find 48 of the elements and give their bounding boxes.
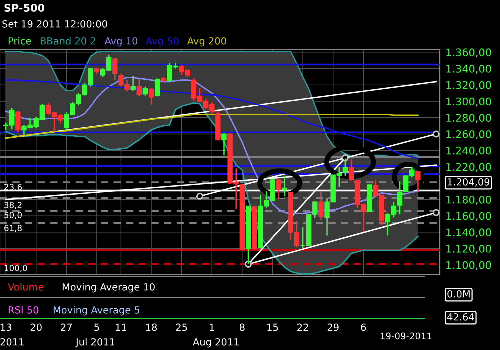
text: 2011 xyxy=(0,338,24,346)
text: 19-09-2011 xyxy=(380,332,432,340)
chart-title: SP-500 xyxy=(4,4,45,12)
x-tick-label: 5 xyxy=(94,324,100,332)
text: Moving Average 5 xyxy=(54,306,140,316)
y-tick-label: 1.300,00 xyxy=(446,98,492,107)
x-tick-label: 29 xyxy=(328,324,339,332)
text: Jul 2011 xyxy=(75,338,115,348)
annotation: 61,8 xyxy=(4,225,22,232)
text: 1.204,09 xyxy=(448,178,490,187)
text: Avg 50 xyxy=(146,37,179,47)
y-tick-label: 1.100,00 xyxy=(446,261,492,270)
annotation: 38,2 xyxy=(4,202,22,210)
x-tick-label: 18 xyxy=(146,324,158,332)
text: Volume xyxy=(8,283,44,291)
y-tick-label: 1.160,00 xyxy=(446,212,492,222)
y-tick-label: 1.340,00 xyxy=(446,65,492,74)
y-tick-label: 1.320,00 xyxy=(446,81,492,90)
chart-subtitle: Set 19 2011 12:00:00 xyxy=(2,20,108,28)
y-tick-label: 1.240,00 xyxy=(446,146,492,156)
text: Avg 200 xyxy=(187,37,226,47)
series-label: BBand 20 2 xyxy=(40,37,96,45)
y-tick-label: 1.360,00 xyxy=(446,48,492,58)
text: Aug 2011 xyxy=(193,338,239,348)
y-tick-label: 1.180,00 xyxy=(446,196,492,205)
annotation: 50,0 xyxy=(4,212,22,220)
annotation: 100,0 xyxy=(4,265,28,272)
x-tick-label: 20 xyxy=(30,324,42,332)
text: RSI 50 xyxy=(8,306,39,314)
x-tick-label: 11 xyxy=(116,324,126,331)
x-tick-label: 27 xyxy=(61,324,72,331)
x-tick-label: 15 xyxy=(268,324,278,332)
text: Moving Average 10 xyxy=(62,283,155,293)
x-tick-label: 22 xyxy=(298,324,308,331)
text: Price xyxy=(8,37,32,45)
text: 42.64 xyxy=(447,313,474,321)
text: 0.0M xyxy=(448,290,470,298)
x-tick-label: 13 xyxy=(0,324,12,332)
y-tick-label: 1.120,00 xyxy=(446,245,492,254)
x-tick-label: 1 xyxy=(210,324,214,331)
x-tick-label: 8 xyxy=(240,324,245,332)
x-tick-label: 6 xyxy=(361,324,366,332)
x-tick-label: 25 xyxy=(176,324,188,332)
y-tick-label: 1.140,00 xyxy=(446,228,492,238)
y-tick-label: 1.280,00 xyxy=(446,114,492,124)
y-tick-label: 1.260,00 xyxy=(446,130,492,140)
text: Avg 10 xyxy=(104,37,138,47)
y-tick-label: 1.220,00 xyxy=(446,163,492,172)
